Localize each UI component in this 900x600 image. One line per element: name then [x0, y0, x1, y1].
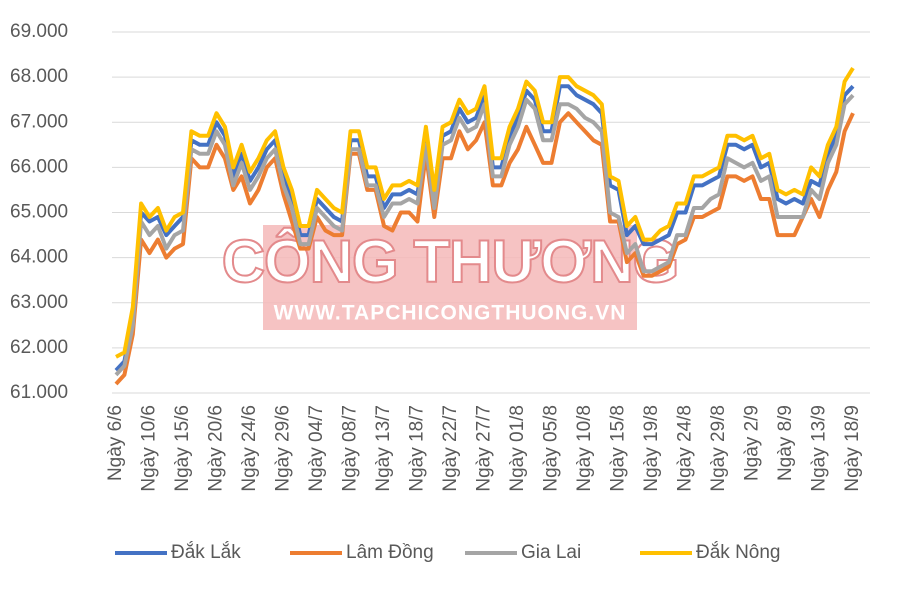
x-tick-label: Ngày 08/7 — [340, 405, 361, 492]
x-tick-label: Ngày 2/9 — [742, 405, 763, 481]
x-tick-label: Ngày 18/7 — [407, 405, 428, 492]
x-tick-label: Ngày 29/6 — [273, 405, 294, 492]
x-tick-label: Ngày 05/8 — [541, 405, 562, 492]
legend-label: Lâm Đồng — [346, 542, 434, 563]
legend-label: Đắk Nông — [696, 541, 781, 563]
y-tick-label: 64.000 — [10, 247, 68, 268]
watermark-title: CÔNG THƯƠNG — [222, 228, 679, 295]
y-tick-label: 62.000 — [10, 337, 68, 358]
legend-label: Gia Lai — [521, 542, 581, 563]
x-tick-label: Ngày 27/7 — [474, 405, 495, 492]
x-tick-label: Ngày 10/8 — [574, 405, 595, 492]
x-tick-label: Ngày 22/7 — [440, 405, 461, 492]
y-tick-label: 67.000 — [10, 111, 68, 132]
x-tick-label: Ngày 04/7 — [306, 405, 327, 492]
series-line — [114, 93, 855, 377]
series-line — [114, 111, 855, 386]
series-line — [115, 67, 855, 359]
legend-label: Đắk Lắk — [171, 541, 241, 563]
x-tick-label: Ngày 24/8 — [675, 405, 696, 492]
x-tick-label: Ngày 8/9 — [775, 405, 796, 481]
x-tick-label: Ngày 15/8 — [608, 405, 629, 492]
y-tick-label: 65.000 — [10, 202, 68, 223]
watermark-url: WWW.TAPCHICONGTHUONG.VN — [274, 302, 627, 325]
x-tick-label: Ngày 13/7 — [373, 405, 394, 492]
x-tick-label: Ngày 19/8 — [641, 405, 662, 492]
x-tick-label: Ngày 15/6 — [172, 405, 193, 492]
x-tick-label: Ngày 20/6 — [206, 405, 227, 492]
x-tick-label: Ngày 01/8 — [507, 405, 528, 492]
x-tick-label: Ngày 24/6 — [239, 405, 260, 492]
x-tick-label: Ngày 13/9 — [809, 405, 830, 492]
y-tick-label: 66.000 — [10, 156, 68, 177]
x-tick-label: Ngày 6/6 — [105, 405, 126, 481]
y-tick-label: 61.000 — [10, 382, 68, 403]
y-tick-label: 63.000 — [10, 292, 68, 313]
watermark-box — [263, 225, 637, 330]
y-tick-label: 69.000 — [10, 21, 68, 42]
x-tick-label: Ngày 29/8 — [708, 405, 729, 492]
x-tick-label: Ngày 10/6 — [139, 405, 160, 492]
y-tick-label: 68.000 — [10, 66, 68, 87]
x-tick-label: Ngày 18/9 — [842, 405, 863, 492]
